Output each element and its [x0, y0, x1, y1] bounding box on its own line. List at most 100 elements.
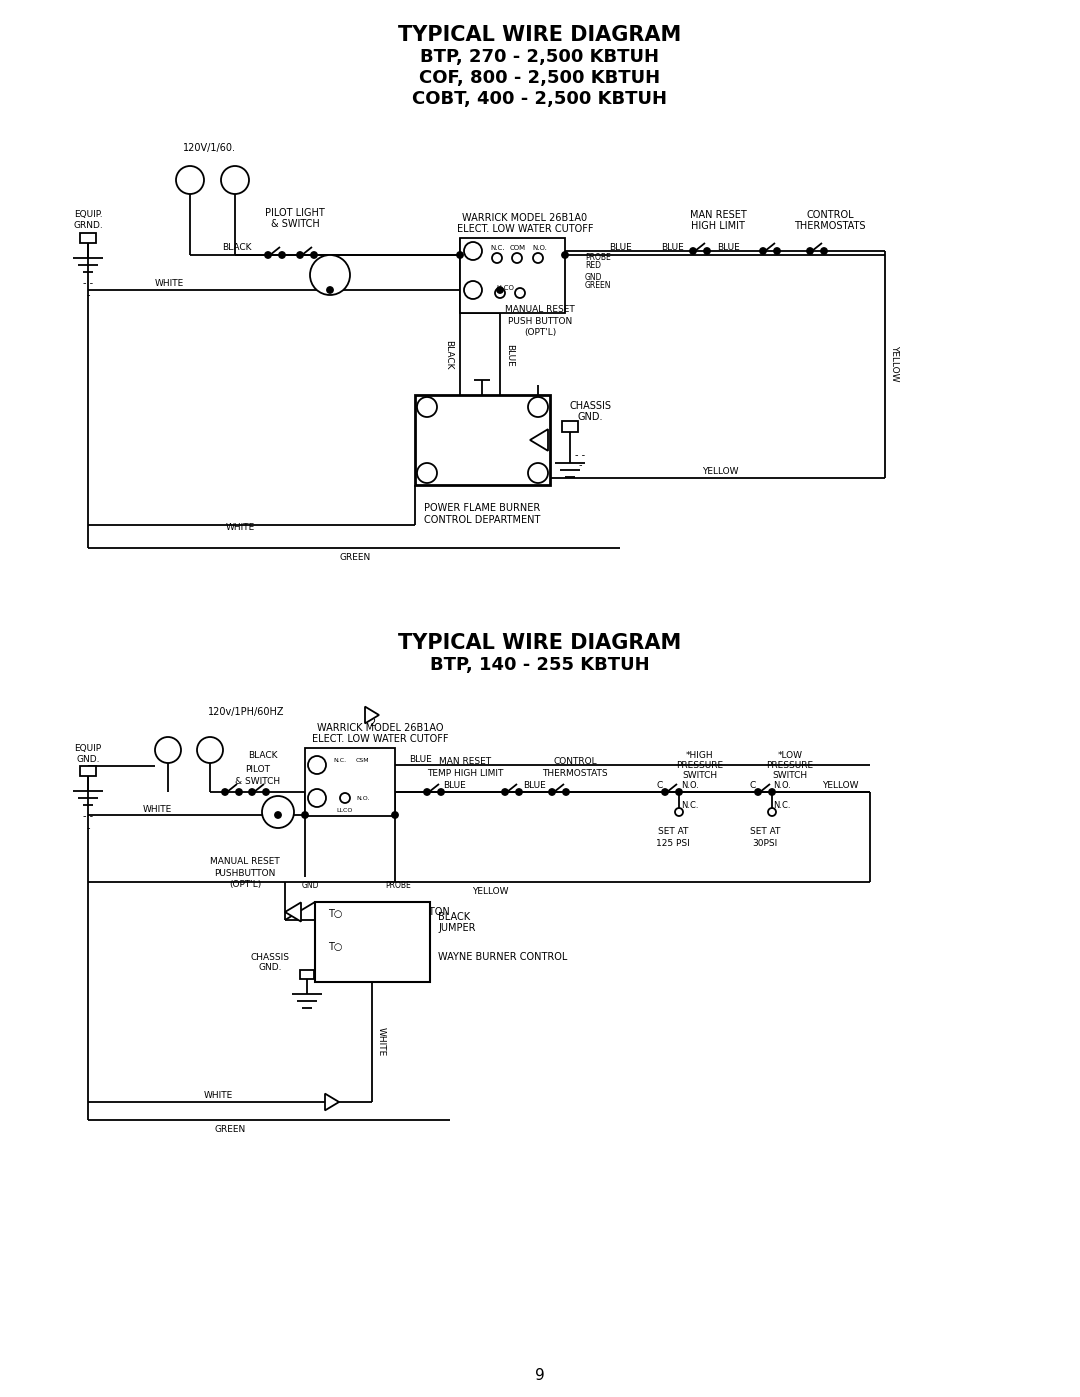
Text: PRESSURE: PRESSURE [676, 760, 724, 770]
Circle shape [311, 251, 318, 258]
Text: YELLOW: YELLOW [702, 467, 739, 475]
Text: T○: T○ [328, 942, 342, 951]
Text: BLACK: BLACK [438, 912, 470, 922]
Text: COM: COM [510, 244, 526, 251]
Circle shape [769, 789, 775, 795]
Polygon shape [365, 707, 379, 724]
Text: BLUE: BLUE [524, 781, 546, 791]
Text: 30PSI: 30PSI [753, 838, 778, 848]
Text: MANUAL RESET: MANUAL RESET [505, 306, 575, 314]
Text: WARRICK MODEL 26B1A0: WARRICK MODEL 26B1A0 [462, 212, 588, 224]
Circle shape [690, 249, 696, 254]
Text: LLCO: LLCO [496, 285, 514, 291]
Text: - -: - - [575, 450, 585, 460]
Circle shape [302, 812, 308, 819]
Text: & SWITCH: & SWITCH [235, 777, 281, 785]
Circle shape [310, 256, 350, 295]
Text: PROBE: PROBE [386, 880, 410, 890]
Circle shape [237, 789, 242, 795]
Text: N: N [186, 175, 194, 184]
Text: WAYNE BURNER CONTROL: WAYNE BURNER CONTROL [438, 951, 567, 963]
Circle shape [457, 251, 463, 258]
Text: 120V/1/60.: 120V/1/60. [183, 142, 237, 154]
Circle shape [264, 789, 269, 795]
Text: GND.: GND. [258, 964, 282, 972]
Polygon shape [285, 902, 301, 922]
Circle shape [704, 249, 710, 254]
Text: N.C.: N.C. [773, 802, 791, 810]
Bar [300, 970, 314, 979]
Text: GREEN: GREEN [214, 1126, 245, 1134]
Circle shape [265, 251, 271, 258]
Text: LLCO: LLCO [337, 807, 353, 813]
Text: GND: GND [585, 274, 603, 282]
Text: WHITE: WHITE [203, 1091, 232, 1101]
Text: BLUE: BLUE [505, 344, 514, 366]
Bar [460, 237, 565, 313]
Text: RED: RED [585, 261, 600, 271]
Text: ELECT. LOW WATER CUTOFF: ELECT. LOW WATER CUTOFF [457, 224, 593, 235]
Text: L1: L1 [313, 763, 321, 767]
Polygon shape [530, 429, 548, 451]
Text: WHITE: WHITE [143, 806, 172, 814]
Text: PILOT: PILOT [245, 766, 270, 774]
Circle shape [156, 738, 181, 763]
Text: EQUIP.: EQUIP. [73, 211, 103, 219]
Circle shape [821, 249, 827, 254]
Text: (OPT'L): (OPT'L) [524, 327, 556, 337]
Text: CHASSIS: CHASSIS [569, 401, 611, 411]
Text: 9: 9 [535, 1368, 545, 1383]
Text: CSM: CSM [355, 759, 368, 764]
Circle shape [516, 789, 522, 795]
Bar [415, 395, 550, 485]
Circle shape [497, 286, 503, 293]
Bar [305, 747, 395, 816]
Text: 125 PSI: 125 PSI [657, 838, 690, 848]
Text: YELLOW: YELLOW [890, 345, 899, 381]
Text: *HIGH: *HIGH [686, 750, 714, 760]
Circle shape [438, 789, 444, 795]
Circle shape [392, 812, 399, 819]
Circle shape [222, 789, 228, 795]
Text: YELLOW: YELLOW [472, 887, 509, 897]
Circle shape [417, 462, 437, 483]
Circle shape [279, 251, 285, 258]
Text: EQUIP: EQUIP [75, 743, 102, 753]
Text: N.O.: N.O. [532, 244, 548, 251]
Text: MAN RESET: MAN RESET [690, 210, 746, 219]
Text: HIGH LIMIT: HIGH LIMIT [691, 221, 745, 231]
Text: 2: 2 [423, 468, 431, 478]
Text: N.O.: N.O. [773, 781, 791, 789]
Text: GND.: GND. [577, 412, 603, 422]
Text: N.O.: N.O. [356, 795, 369, 800]
Text: & SWITCH: & SWITCH [271, 219, 320, 229]
Circle shape [675, 807, 683, 816]
Text: L2: L2 [469, 286, 477, 293]
Text: TYPICAL WIRE DIAGRAM: TYPICAL WIRE DIAGRAM [399, 25, 681, 45]
Circle shape [297, 251, 303, 258]
Text: BLACK: BLACK [222, 243, 252, 253]
Text: GREEN: GREEN [585, 282, 611, 291]
Text: BTP, 270 - 2,500 KBTUH: BTP, 270 - 2,500 KBTUH [420, 47, 660, 66]
Circle shape [528, 462, 548, 483]
Circle shape [495, 288, 505, 298]
Text: GND.: GND. [77, 754, 99, 764]
Text: ELECT. LOW WATER CUTOFF: ELECT. LOW WATER CUTOFF [312, 733, 448, 745]
Circle shape [562, 251, 568, 258]
Bar [80, 766, 96, 775]
Circle shape [275, 812, 281, 819]
Bar [315, 902, 430, 982]
Circle shape [249, 789, 255, 795]
Text: WHITE: WHITE [156, 278, 185, 288]
Text: L2: L2 [313, 795, 321, 800]
Circle shape [176, 166, 204, 194]
Text: THERMOSTATS: THERMOSTATS [794, 221, 866, 231]
Text: POWER FLAME BURNER: POWER FLAME BURNER [423, 503, 540, 513]
Text: -: - [86, 291, 90, 300]
Circle shape [464, 281, 482, 299]
Text: (OPT'L): (OPT'L) [229, 880, 261, 888]
Text: BLUE: BLUE [661, 243, 684, 253]
Text: GREEN: GREEN [339, 553, 370, 563]
Circle shape [755, 789, 761, 795]
Text: PROBE: PROBE [585, 253, 611, 263]
